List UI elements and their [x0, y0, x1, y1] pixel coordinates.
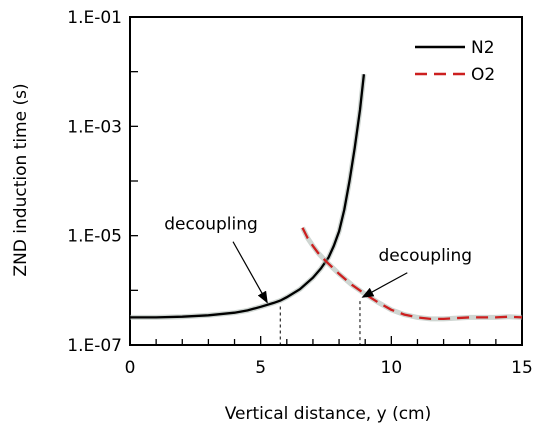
- series-line-n2: [130, 74, 366, 319]
- y-tick-label: 1.E-01: [67, 8, 122, 28]
- annotation-arrow: [232, 241, 268, 304]
- y-axis-label: ZND induction time (s): [11, 83, 31, 276]
- y-tick-label: 1.E-07: [67, 336, 122, 356]
- series-line-o2: [301, 227, 523, 321]
- x-axis: 0 5 10 15: [125, 336, 533, 378]
- annotation-arrow: [361, 272, 408, 298]
- x-tick-label: 10: [381, 358, 403, 378]
- x-tick-label: 5: [255, 358, 266, 378]
- plot-area: [129, 16, 523, 346]
- legend-label-n2: N2: [471, 38, 495, 58]
- legend-label-o2: O2: [471, 65, 495, 85]
- y-tick-label: 1.E-03: [67, 117, 122, 137]
- series-shadow-n2: [130, 73, 367, 320]
- series-layer: [130, 73, 523, 322]
- y-tick-label: 1.E-05: [67, 227, 122, 247]
- x-axis-label: Vertical distance, y (cm): [225, 404, 432, 424]
- y-axis: 1.E-07 1.E-05 1.E-03 1.E-01: [67, 8, 138, 356]
- annotations: decoupling decoupling: [164, 215, 472, 345]
- x-tick-label: 0: [125, 358, 136, 378]
- plot-frame: [129, 16, 523, 346]
- x-tick-label: 15: [511, 358, 533, 378]
- annotation-label: decoupling: [164, 215, 258, 235]
- annotation-label: decoupling: [379, 246, 473, 266]
